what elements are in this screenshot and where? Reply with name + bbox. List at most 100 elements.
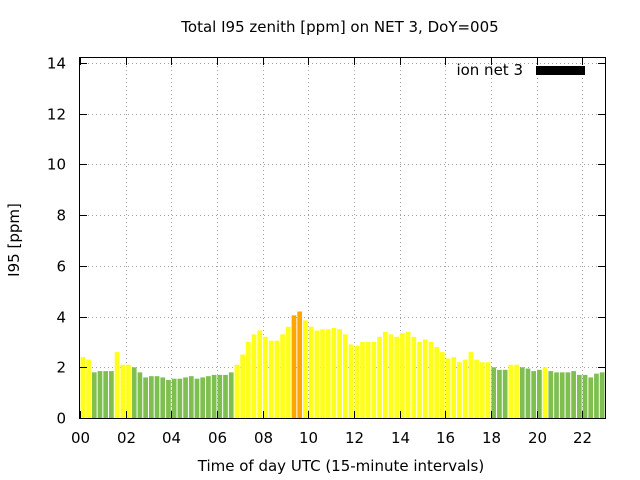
x-tick-label: 16 (436, 429, 455, 447)
bar (188, 376, 194, 418)
bar (519, 367, 525, 418)
bar (160, 377, 166, 418)
x-tick-label: 20 (528, 429, 547, 447)
bar (257, 330, 263, 418)
y-tick-label: 12 (47, 106, 66, 124)
x-tick-label: 08 (254, 429, 273, 447)
bar (245, 341, 251, 418)
y-tick-label: 6 (56, 258, 66, 276)
x-tick-label: 14 (391, 429, 410, 447)
bar (348, 344, 354, 418)
x-tick-label: 18 (482, 429, 501, 447)
y-tick-label: 4 (56, 309, 66, 327)
bar (594, 373, 599, 418)
bar (303, 320, 308, 418)
x-tick-label: 22 (573, 429, 592, 447)
bar (400, 333, 405, 418)
bar (388, 334, 394, 418)
bar (479, 362, 485, 418)
bar (331, 328, 337, 418)
grid-lines (80, 58, 605, 418)
x-tick-label: 00 (71, 429, 90, 447)
bar (440, 352, 445, 418)
x-tick-label: 02 (117, 429, 136, 447)
chart-title: Total I95 zenith [ppm] on NET 3, DoY=005 (180, 18, 498, 36)
bar (554, 372, 559, 418)
bar (234, 364, 240, 418)
y-tick-label: 8 (56, 207, 66, 225)
bar (457, 362, 462, 418)
bar (537, 369, 542, 418)
legend: ion net 3 (456, 61, 585, 79)
legend-swatch (536, 66, 585, 75)
bar (263, 336, 268, 418)
bar (565, 372, 571, 418)
bar (314, 330, 320, 418)
bar (217, 374, 223, 418)
bar (422, 339, 428, 418)
bar (148, 376, 154, 418)
bar (240, 354, 245, 418)
bar (462, 359, 468, 418)
bar (223, 374, 228, 418)
bar (445, 358, 451, 418)
bar (274, 340, 280, 418)
bar (86, 359, 91, 418)
bar (131, 367, 137, 418)
bar (177, 378, 183, 418)
y-tick-label: 14 (47, 55, 66, 73)
bar (103, 371, 109, 418)
bar (114, 352, 120, 418)
x-tick-label: 04 (162, 429, 181, 447)
bar (206, 376, 211, 418)
bar (360, 341, 365, 418)
bar (485, 362, 491, 418)
plot-frame (79, 57, 606, 419)
bar (405, 331, 411, 418)
x-axis-label: Time of day UTC (15-minute intervals) (197, 457, 484, 475)
bar (166, 379, 171, 418)
bar (411, 336, 417, 418)
bar (508, 364, 514, 418)
bar (91, 372, 97, 418)
bar (211, 374, 217, 418)
bar (382, 331, 388, 418)
bar (183, 377, 188, 418)
bar (320, 329, 325, 418)
bar (559, 372, 565, 418)
bar (200, 377, 206, 418)
y-tick-label: 10 (47, 156, 66, 174)
bar (377, 336, 382, 418)
bar (571, 371, 576, 418)
bar (285, 326, 291, 418)
bar (525, 368, 531, 418)
bar (143, 377, 148, 418)
x-tick-label: 10 (299, 429, 318, 447)
bar (354, 345, 360, 418)
bar (599, 372, 605, 418)
bar (582, 374, 588, 418)
bar (531, 371, 537, 418)
bar (171, 378, 177, 418)
y-axis-label: I95 [ppm] (5, 203, 23, 277)
bars (80, 311, 605, 418)
y-tick-label: 0 (56, 410, 66, 428)
bar (109, 371, 114, 418)
legend-label: ion net 3 (456, 61, 523, 79)
bar (343, 334, 348, 418)
bar (417, 341, 422, 418)
bar (576, 374, 582, 418)
bar (434, 347, 440, 418)
bar (548, 371, 554, 418)
bar (194, 378, 200, 418)
bar (497, 369, 502, 418)
bar (394, 336, 400, 418)
x-tick-label: 12 (345, 429, 364, 447)
bar (325, 329, 331, 418)
bar (228, 372, 234, 418)
bar (491, 367, 497, 418)
bar (502, 369, 508, 418)
bar (268, 340, 274, 418)
bar (474, 359, 479, 418)
